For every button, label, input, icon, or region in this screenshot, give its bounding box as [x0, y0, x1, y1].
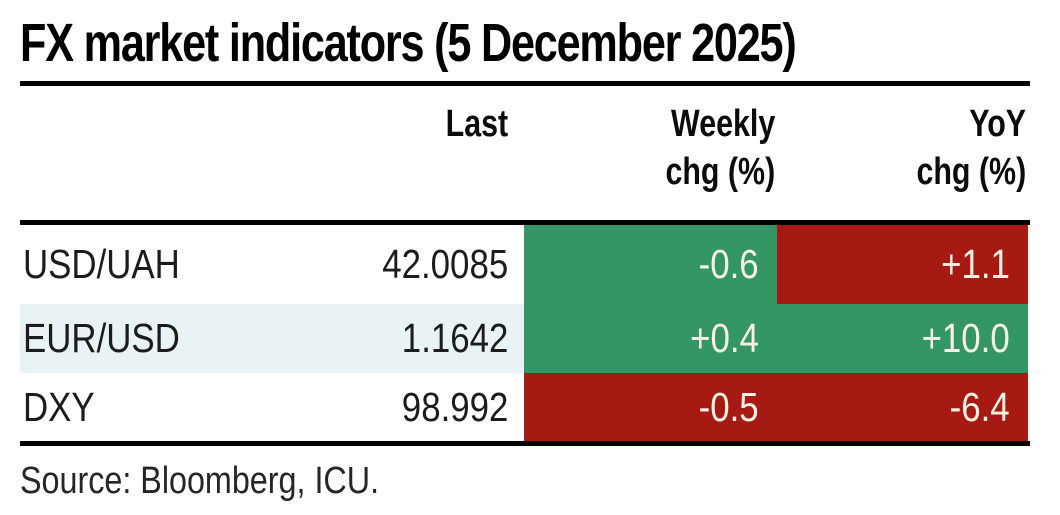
weekly-change-cell: +0.4 — [524, 304, 777, 373]
column-header-weekly-chg: Weekly chg (%) — [665, 103, 775, 193]
column-header-yoy-chg: YoY chg (%) — [916, 103, 1026, 193]
column-header-last: Last — [445, 103, 508, 145]
last-value: 98.992 — [401, 383, 508, 430]
last-value: 42.0085 — [382, 241, 508, 287]
table-row-usduah: USD/UAH 42.0085 -0.6 +1.1 — [20, 225, 1028, 304]
table-row-eurusd: EUR/USD 1.1642 +0.4 +10.0 — [20, 304, 1028, 373]
row-label: DXY — [23, 383, 95, 430]
title-rule — [20, 81, 1030, 86]
last-value: 1.1642 — [220, 304, 524, 373]
bottom-rule — [20, 441, 1030, 446]
yoy-change-cell: +10.0 — [777, 304, 1028, 373]
page-title-text: FX market indicators (5 December 2025) — [20, 13, 797, 73]
header-rule — [20, 220, 1030, 225]
row-label: USD/UAH — [23, 241, 180, 287]
yoy-change-cell: -6.4 — [777, 373, 1028, 441]
weekly-change-cell: -0.5 — [524, 373, 777, 441]
column-header-blank — [20, 100, 220, 196]
source-note: Source: Bloomberg, ICU. — [20, 459, 380, 502]
page-title: FX market indicators (5 December 2025) — [20, 10, 1030, 76]
table-header-row: Last Weekly chg (%) YoY chg (%) — [20, 86, 1028, 220]
table-row-dxy: DXY 98.992 -0.5 -6.4 — [20, 373, 1028, 441]
yoy-change-cell: +1.1 — [777, 225, 1028, 304]
row-label: EUR/USD — [20, 304, 220, 373]
fx-indicators-figure: FX market indicators (5 December 2025) L… — [20, 10, 1030, 502]
weekly-change-cell: -0.6 — [524, 225, 777, 304]
